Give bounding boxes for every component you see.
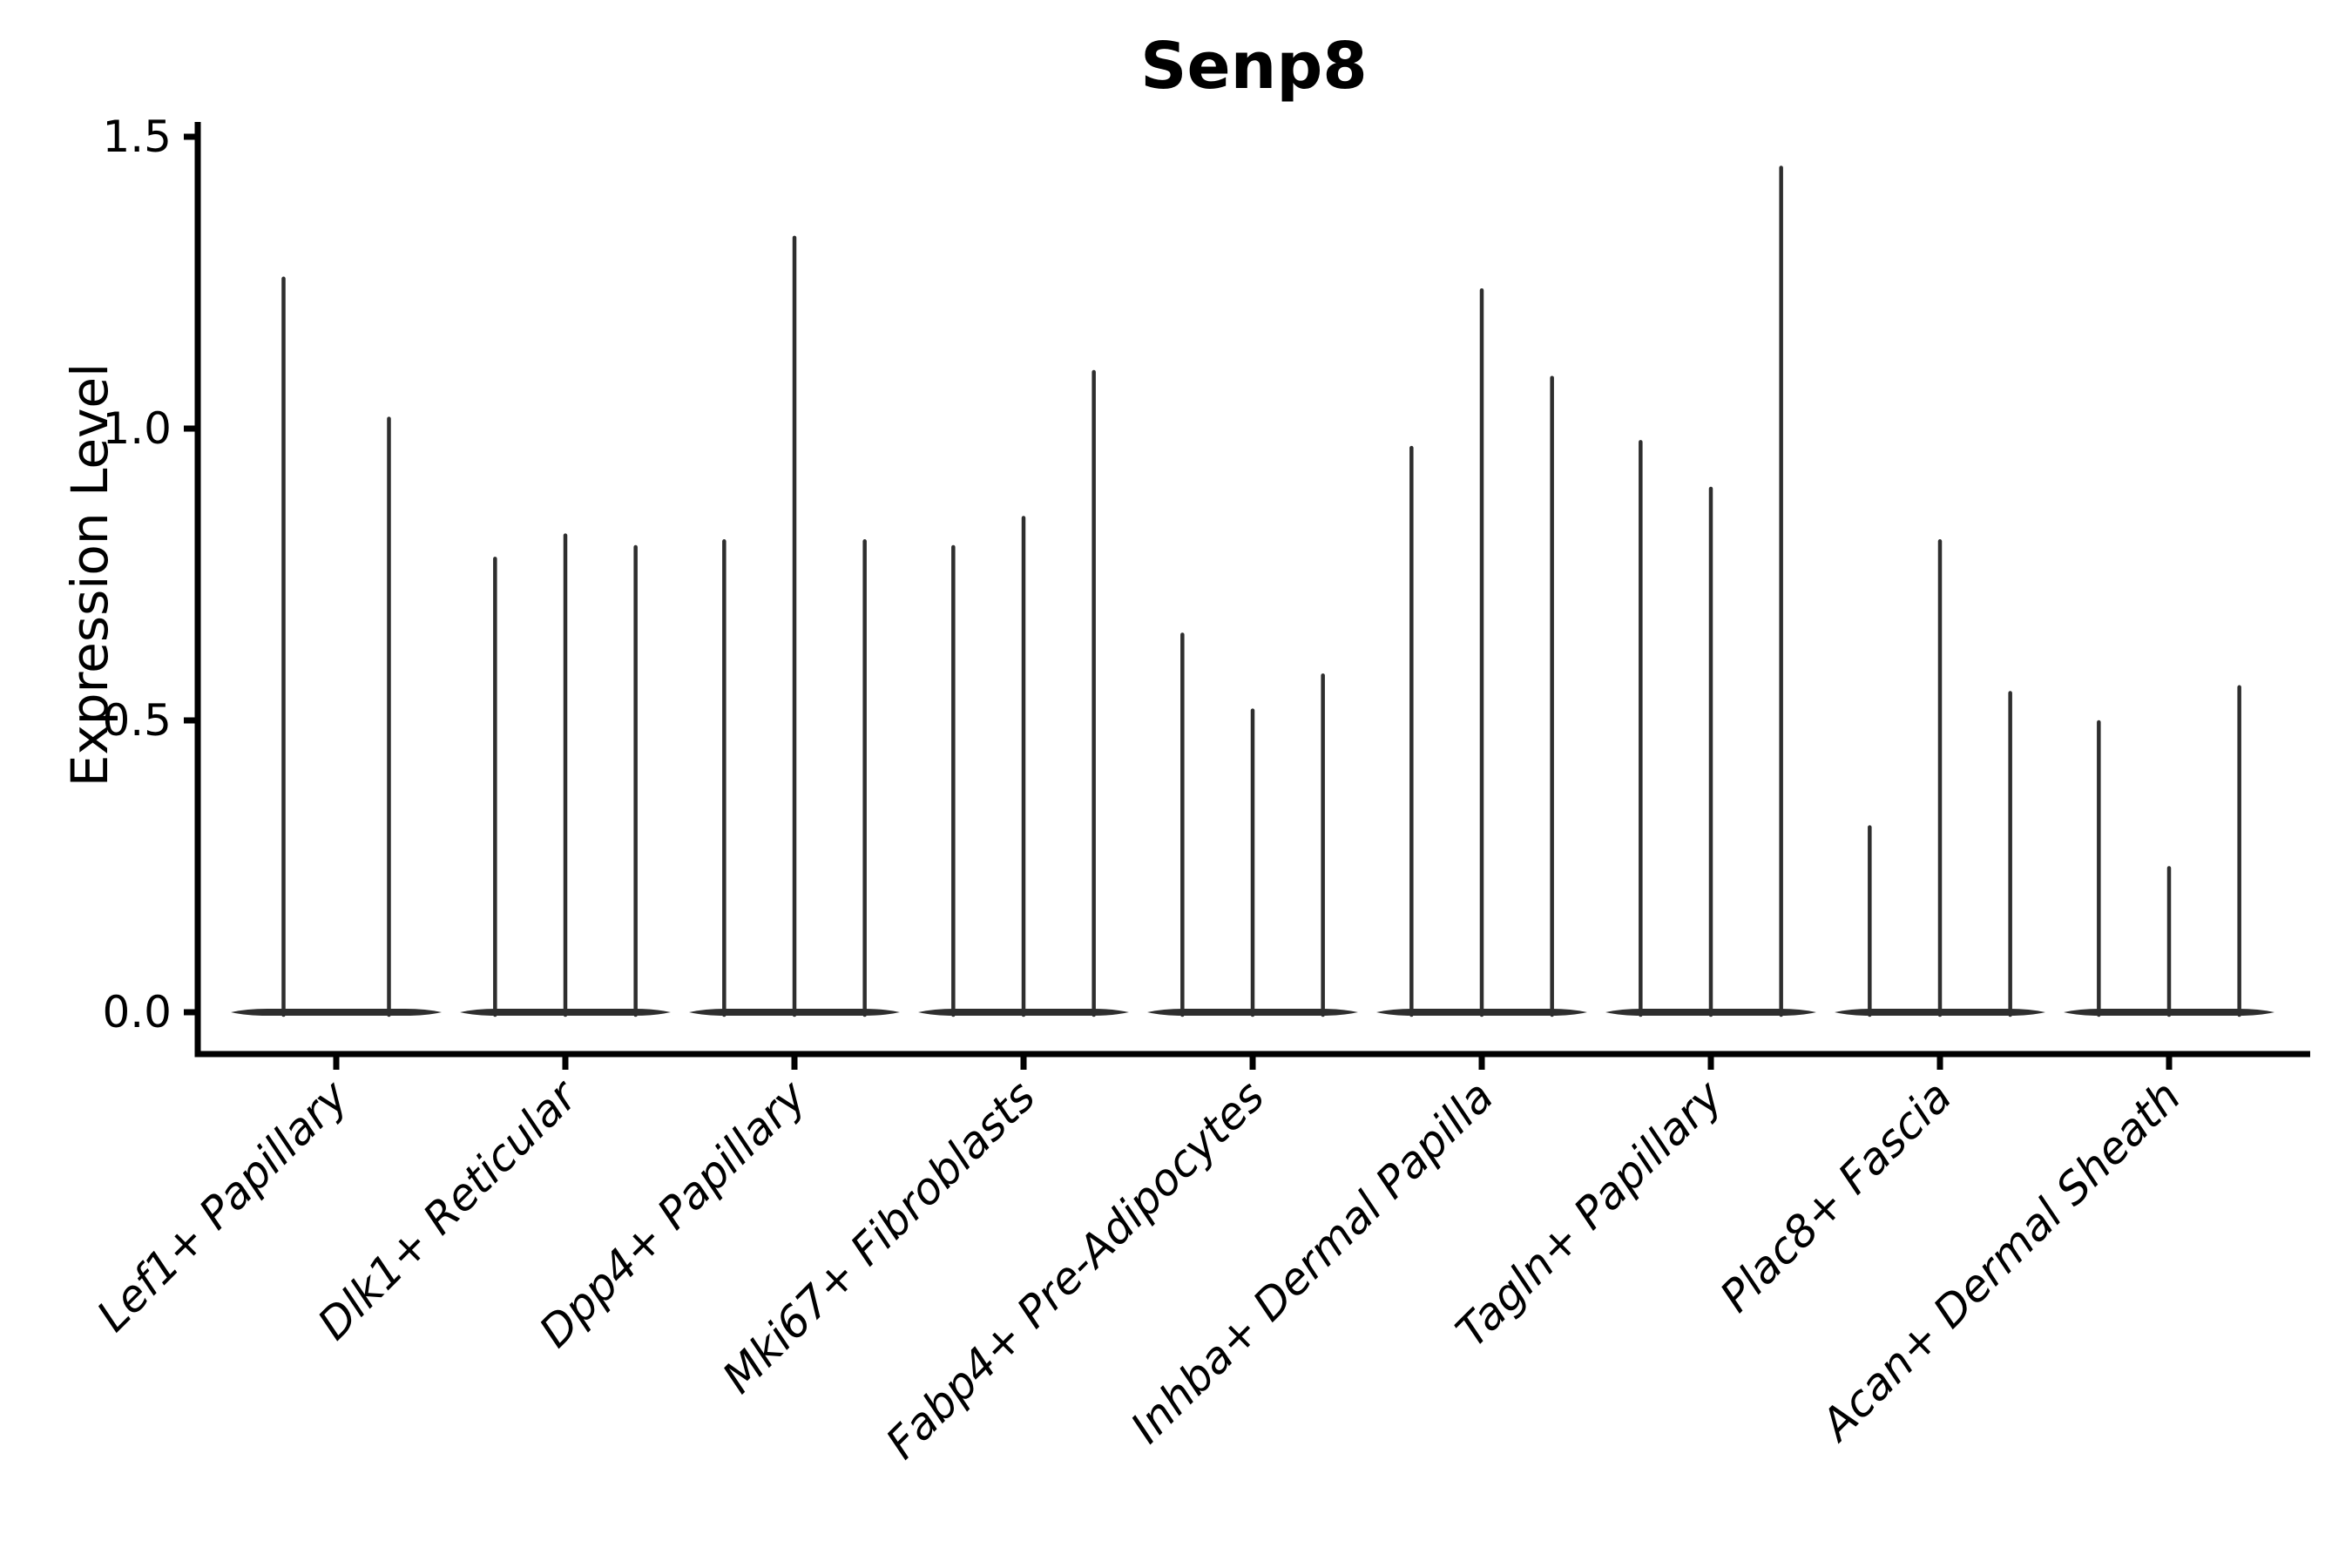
violin-base: [231, 1009, 442, 1016]
y-tick-label: 0.0: [102, 987, 172, 1037]
x-tick-label: Lef1+ Papillary: [87, 1070, 358, 1341]
x-tick-label: Fabp4+ Pre-Adipocytes: [876, 1071, 1274, 1469]
x-tick-label: Inhba+ Dermal Papilla: [1121, 1071, 1503, 1452]
y-tick-label: 1.0: [102, 403, 172, 454]
x-tick-label: Acan+ Dermal Sheath: [1810, 1071, 2191, 1451]
x-tick-label: Plac8+ Fascia: [1711, 1071, 1962, 1321]
chart-title: Senp8: [1140, 29, 1368, 104]
y-tick-label: 0.5: [102, 695, 172, 746]
y-tick-label: 1.5: [102, 112, 172, 162]
